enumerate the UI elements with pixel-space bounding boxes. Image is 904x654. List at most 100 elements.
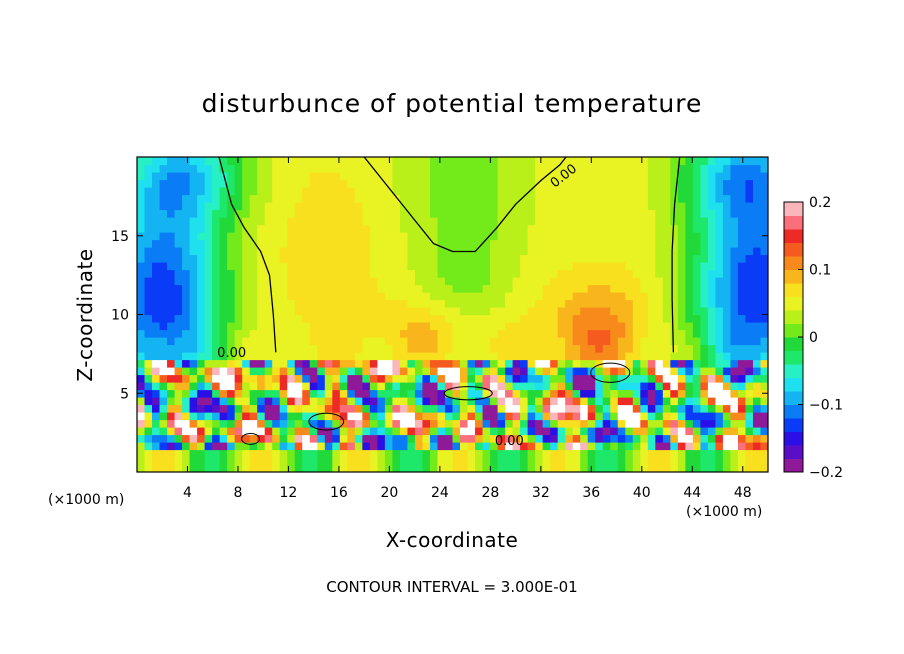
- field-cell: [535, 367, 544, 376]
- field-cell: [482, 374, 491, 383]
- field-cell: [745, 374, 754, 383]
- field-cell: [384, 434, 393, 443]
- field-cell: [287, 202, 296, 211]
- field-cell: [565, 164, 574, 173]
- field-cell: [302, 397, 311, 406]
- field-cell: [722, 352, 732, 361]
- field-cell: [302, 367, 311, 376]
- field-cell: [452, 224, 461, 233]
- field-cell: [167, 382, 176, 391]
- field-cell: [287, 157, 296, 166]
- field-cell: [152, 292, 161, 301]
- field-cell: [497, 427, 506, 436]
- field-cell: [692, 337, 701, 346]
- field-cell: [227, 367, 236, 376]
- field-cell: [737, 232, 747, 241]
- field-cell: [617, 157, 626, 166]
- field-cell: [512, 337, 521, 346]
- field-cell: [294, 202, 303, 211]
- field-cell: [294, 442, 303, 451]
- field-cell: [535, 352, 544, 361]
- field-cell: [257, 389, 266, 398]
- field-cell: [144, 284, 153, 293]
- field-cell: [444, 427, 454, 436]
- field-cell: [460, 374, 469, 383]
- field-cell: [182, 397, 191, 406]
- field-cell: [354, 449, 363, 458]
- field-cell: [610, 164, 619, 173]
- contour-line: [671, 157, 681, 353]
- field-cell: [242, 224, 251, 233]
- field-cell: [542, 457, 551, 466]
- field-cell: [722, 194, 732, 203]
- field-cell: [670, 397, 679, 406]
- field-cell: [137, 359, 146, 368]
- field-cell: [452, 254, 461, 263]
- field-cell: [617, 419, 626, 428]
- colorbar-swatch: [784, 418, 803, 432]
- field-cell: [437, 187, 446, 196]
- field-cell: [602, 247, 611, 256]
- field-cell: [302, 382, 311, 391]
- field-cell: [467, 164, 476, 173]
- field-cell: [354, 164, 363, 173]
- field-cell: [234, 232, 243, 241]
- field-cell: [737, 389, 747, 398]
- field-cell: [505, 389, 514, 398]
- field-cell: [257, 284, 266, 293]
- field-cell: [309, 194, 318, 203]
- field-cell: [369, 157, 378, 166]
- field-cell: [685, 457, 694, 466]
- field-cell: [550, 419, 559, 428]
- field-cell: [309, 322, 318, 331]
- field-cell: [580, 157, 589, 166]
- field-cell: [227, 389, 236, 398]
- field-cell: [189, 329, 198, 338]
- field-cell: [227, 329, 236, 338]
- field-cell: [174, 449, 183, 458]
- field-cell: [482, 419, 491, 428]
- field-cell: [452, 382, 461, 391]
- field-cell: [429, 434, 439, 443]
- field-cell: [144, 172, 153, 181]
- field-cell: [617, 434, 626, 443]
- field-cell: [264, 202, 273, 211]
- field-cell: [189, 464, 198, 472]
- field-cell: [309, 337, 318, 346]
- field-cell: [407, 427, 416, 436]
- field-cell: [655, 217, 664, 226]
- field-cell: [475, 389, 484, 398]
- field-cell: [339, 217, 348, 226]
- field-cell: [685, 427, 694, 436]
- field-cell: [444, 209, 454, 218]
- field-cell: [715, 164, 724, 173]
- field-cell: [369, 419, 378, 428]
- field-cell: [610, 179, 619, 188]
- field-cell: [640, 209, 649, 218]
- field-cell: [242, 427, 251, 436]
- field-cell: [512, 352, 521, 361]
- field-cell: [317, 299, 326, 308]
- field-cell: [332, 427, 341, 436]
- field-cell: [617, 314, 626, 323]
- field-cell: [317, 269, 326, 278]
- field-cell: [527, 299, 536, 308]
- field-cell: [640, 397, 649, 406]
- field-cell: [625, 217, 634, 226]
- field-cell: [617, 209, 626, 218]
- field-cell: [632, 157, 641, 166]
- field-cell: [189, 307, 198, 316]
- field-cell: [617, 382, 626, 391]
- field-cell: [482, 397, 491, 406]
- field-cell: [707, 277, 717, 286]
- field-cell: [475, 209, 484, 218]
- field-cell: [362, 292, 371, 301]
- field-cell: [309, 457, 318, 466]
- field-cell: [369, 172, 378, 181]
- field-cell: [490, 322, 499, 331]
- field-cell: [752, 307, 762, 316]
- field-cell: [602, 322, 611, 331]
- field-cell: [444, 442, 454, 451]
- field-cell: [722, 232, 732, 241]
- x-axis: 4 8 12 16 20 24 28 32 36 40 44 48: [183, 157, 752, 501]
